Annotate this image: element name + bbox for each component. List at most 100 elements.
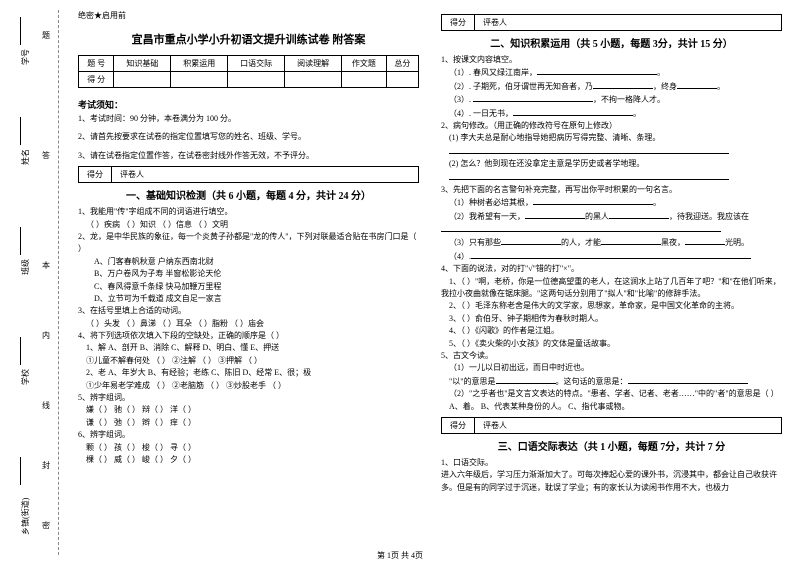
label-xuehao: 学号 bbox=[20, 49, 31, 65]
score-label: 得分 bbox=[442, 418, 475, 433]
score-box: 得分 评卷人 bbox=[78, 166, 419, 183]
s2q5b: "以"的意思是。这句话的意思是： bbox=[441, 375, 782, 388]
vchar-ben: 本 bbox=[42, 260, 50, 271]
q6r1: 颗（ ） 孩（ ） 梭（ ） 寻（ ） bbox=[78, 442, 419, 454]
cell: 阅读理解 bbox=[285, 56, 342, 72]
s2q2b-blank bbox=[441, 171, 782, 184]
s2q4a: 1、（ ）"啊，老桥，你是一位德高望重的老人，在这涧水上站了几百年了吧？"和"在… bbox=[441, 276, 782, 301]
s2q5a: （1）一儿以日初出远，而日中时近也。 bbox=[441, 362, 782, 374]
underline bbox=[20, 17, 21, 45]
s2q2b: (2) 怎么？他到现在还没拿定主意是学历史或者学地理。 bbox=[441, 158, 782, 170]
s2q4c: 3、（ ）俞伯牙、钟子期相传为春秋时期人。 bbox=[441, 313, 782, 325]
score-label: 得分 bbox=[442, 15, 475, 30]
s2q4d: 4、（ ）《闪歌》的作者是江姐。 bbox=[441, 325, 782, 337]
cell: 口语交际 bbox=[228, 56, 285, 72]
s2q1: 1、按课文内容填空。 bbox=[441, 54, 782, 66]
q6r2: 棵（ ） 威（ ） 峻（ ） 夕（ ） bbox=[78, 454, 419, 466]
notice-3: 3、请在试卷指定位置作答，在试卷密封线外作答无效，不予评分。 bbox=[78, 150, 419, 162]
q5r2: 谦（ ） 弛（ ） 辫（ ） 痒（ ） bbox=[78, 417, 419, 429]
q5r1: 嫌（ ） 驰（ ） 辩（ ） 洋（ ） bbox=[78, 404, 419, 416]
score-box: 得分 评卷人 bbox=[441, 14, 782, 31]
vchar-xian: 线 bbox=[42, 400, 50, 411]
vchar-feng: 封 bbox=[42, 460, 50, 471]
s2q3b: （2）我希望有一天，的黑人，待我迎送。我应该在 bbox=[441, 210, 782, 223]
q3a: （ ）头发 （ ）鼻涕 （ ）耳朵 （ ）脂粉 （ ）庙会 bbox=[78, 318, 419, 330]
score-table: 题 号 知识基础 积累运用 口语交际 阅读理解 作文题 总分 得 分 bbox=[78, 55, 419, 88]
page-columns: 绝密★启用前 宜昌市重点小学小升初语文提升训练试卷 附答案 题 号 知识基础 积… bbox=[78, 10, 782, 545]
q4d: ①少年易老学难成 （ ） ②老脑筋 （ ） ③炒股老手 （ ） bbox=[78, 380, 419, 392]
underline bbox=[20, 227, 21, 255]
s3q1a: 进入六年级后，学习压力渐渐加大了。可每次捧起心爱的课外书，沉浸其中，都会让自己收… bbox=[441, 469, 782, 494]
left-column: 绝密★启用前 宜昌市重点小学小升初语文提升训练试卷 附答案 题 号 知识基础 积… bbox=[78, 10, 419, 545]
s2q2a: (1) 李大夫总是耐心地指导她把病历写得完整、清晰、条理。 bbox=[441, 132, 782, 144]
reviewer-label: 评卷人 bbox=[112, 167, 152, 182]
s2q3a: （1）种树者必培其根，。 bbox=[441, 196, 782, 209]
q1a: （ ）疾病 （ ）知识 （ ）信息 （ ）文明 bbox=[78, 219, 419, 231]
secret-label: 绝密★启用前 bbox=[78, 10, 419, 21]
dashed-line bbox=[58, 10, 59, 555]
q2d: D、立节可为千载道 成文自足一家言 bbox=[78, 293, 419, 305]
s2q5: 5、古文今读。 bbox=[441, 350, 782, 362]
q3: 3、在括号里填上合适的动词。 bbox=[78, 305, 419, 317]
cell: 得 分 bbox=[79, 72, 114, 88]
section1-title: 一、基础知识检测（共 6 小题，每题 4 分，共计 24 分） bbox=[78, 187, 419, 202]
q1: 1、我能用"传"字组成不同的词语进行填空。 bbox=[78, 206, 419, 218]
notice-heading: 考试须知： bbox=[78, 98, 419, 111]
q4a: 1、解 A、剖开 B、消除 C、解释 D、明白、懂 E、押送 bbox=[78, 342, 419, 354]
s2q2: 2、病句修改。（用正确的修改符号在原句上修改） bbox=[441, 120, 782, 132]
table-row: 题 号 知识基础 积累运用 口语交际 阅读理解 作文题 总分 bbox=[79, 56, 419, 72]
vchar-ti: 题 bbox=[42, 30, 50, 41]
s2q1b: （2）. 子期死，伯牙谓世再无知音者，乃，终身。 bbox=[441, 80, 782, 93]
s2q2a-blank bbox=[441, 145, 782, 158]
q4c: 2、老 A、年岁大 B、有经验；老练 C、陈旧 D、经常 E、很；极 bbox=[78, 367, 419, 379]
s2q5d: （2）"之乎者也"是文言文表达的特点。"患者、学者、记者、老者……"中的"者"的… bbox=[441, 388, 782, 400]
s2q5e: A、着。 B、代表某种身份的人。 C、指代事或物。 bbox=[441, 401, 782, 413]
reviewer-label: 评卷人 bbox=[475, 15, 515, 30]
q2b: B、万户卷风为子寿 半窗松影论天伦 bbox=[78, 268, 419, 280]
q2: 2、龙，是中华民族的象征，每一个炎黄子孙都是"龙的传人"，下列对联最适合贴在书房… bbox=[78, 231, 419, 256]
s2q4e: 5、（ ）《卖火柴的小女孩》的文体是童话故事。 bbox=[441, 338, 782, 350]
label-banji: 班级 bbox=[20, 259, 31, 275]
vchar-da: 答 bbox=[42, 150, 50, 161]
q2c: C、春风得意千条绿 快马加鞭万里程 bbox=[78, 281, 419, 293]
score-box: 得分 评卷人 bbox=[441, 417, 782, 434]
q4: 4、将下列选项依次填入下段的空缺处，正确的顺序是（ ） bbox=[78, 330, 419, 342]
s2q3blank bbox=[441, 223, 782, 236]
q2a: A、门客春帆秋意 户纳东西南北财 bbox=[78, 256, 419, 268]
vchar-mi: 密 bbox=[42, 520, 50, 531]
cell: 积累运用 bbox=[171, 56, 228, 72]
s2q3: 3、先把下面的名言警句补充完整，再写出你平时积累的一句名言。 bbox=[441, 184, 782, 196]
section2-title: 二、知识积累运用（共 5 小题，每题 3分，共计 15 分） bbox=[441, 35, 782, 50]
s2q4: 4、下面的说法，对的打"√"错的打"×"。 bbox=[441, 263, 782, 275]
vchar-nei: 内 bbox=[42, 330, 50, 341]
page-footer: 第 1页 共 4页 bbox=[0, 550, 800, 561]
s2q1a: （1）. 春风又绿江南岸，。 bbox=[441, 66, 782, 79]
label-xingming: 姓名 bbox=[20, 149, 31, 165]
s2q1f: （4）. 一日无书，。 bbox=[441, 107, 782, 120]
s3q1: 1、口语交际。 bbox=[441, 457, 782, 469]
s2q4b: 2、（ ）毛泽东称老舍是伟大的文学家，思想家，革命家，是中国文化革命的主将。 bbox=[441, 300, 782, 312]
right-column: 得分 评卷人 二、知识积累运用（共 5 小题，每题 3分，共计 15 分） 1、… bbox=[441, 10, 782, 545]
label-xiangzhen: 乡镇(街道) bbox=[20, 498, 31, 535]
s2q3i: （4）. bbox=[441, 250, 782, 263]
underline bbox=[20, 457, 21, 485]
binding-margin: 学号 姓名 班级 学校 乡镇(街道) 题 答 本 内 线 封 密 bbox=[0, 0, 70, 565]
cell: 总分 bbox=[386, 56, 418, 72]
table-row: 得 分 bbox=[79, 72, 419, 88]
underline bbox=[20, 117, 21, 145]
q6: 6、辨字组词。 bbox=[78, 429, 419, 441]
s2q1d: （3）. ，不拘一格降人才。 bbox=[441, 93, 782, 106]
reviewer-label: 评卷人 bbox=[475, 418, 515, 433]
s2q3e: （3）只有那些的人，才能黑夜，光明。 bbox=[441, 236, 782, 249]
section3-title: 三、口语交际表达（共 1 小题，每题 7分，共计 7 分 bbox=[441, 438, 782, 453]
label-xuexiao: 学校 bbox=[20, 369, 31, 385]
cell: 知识基础 bbox=[114, 56, 171, 72]
underline bbox=[20, 337, 21, 365]
cell: 题 号 bbox=[79, 56, 114, 72]
exam-title: 宜昌市重点小学小升初语文提升训练试卷 附答案 bbox=[78, 31, 419, 47]
q4b: ①儿童不解春何处 （ ） ②注解 （ ） ③押解 （ ） bbox=[78, 355, 419, 367]
notice-1: 1、考试时间：90 分钟，本卷满分为 100 分。 bbox=[78, 113, 419, 125]
notice-2: 2、请首先按要求在试卷的指定位置填写您的姓名、班级、学号。 bbox=[78, 131, 419, 143]
q5: 5、辨字组词。 bbox=[78, 392, 419, 404]
cell: 作文题 bbox=[342, 56, 387, 72]
